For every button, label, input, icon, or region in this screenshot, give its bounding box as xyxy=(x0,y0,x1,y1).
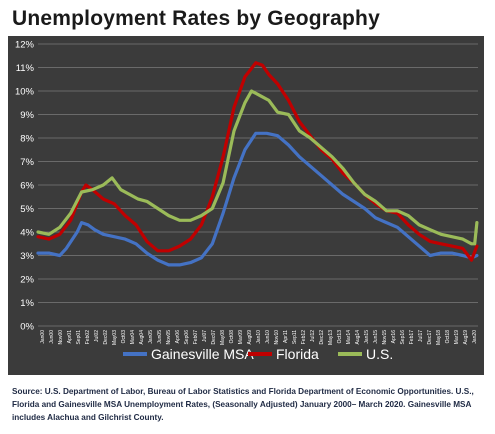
y-tick-label: 3% xyxy=(20,251,34,262)
x-tick-label: Apr16 xyxy=(391,330,397,344)
x-tick-label: Aug04 xyxy=(139,330,145,345)
line-chart: 0% 1% 2% 3% 4% 5% 6% 7% 8% 9% 10% 11% 12% Jan00 Jun00… xyxy=(15,40,479,362)
x-tick-label: Jun00 xyxy=(49,330,55,344)
gridlines xyxy=(38,43,478,327)
x-tick-label: Dec02 xyxy=(103,330,109,345)
x-tick-label: May03 xyxy=(112,330,118,345)
series-line-u-s xyxy=(36,89,479,246)
y-tick-label: 5% xyxy=(20,204,34,215)
x-tick-label: Jun10 xyxy=(265,330,271,344)
y-tick-label: 12% xyxy=(15,40,35,51)
x-tick-label: Aug09 xyxy=(247,330,253,345)
x-tick-label: Jan15 xyxy=(364,330,370,344)
x-tick-label: Sep06 xyxy=(184,330,190,345)
y-tick-label: 7% xyxy=(20,157,34,168)
x-tick-label: Dec12 xyxy=(319,330,325,345)
x-tick-label: Jan00 xyxy=(40,330,46,344)
x-tick-label: Nov10 xyxy=(274,330,280,345)
y-tick-label: 0% xyxy=(20,322,34,333)
x-tick-label: Oct18 xyxy=(445,330,451,344)
chart-frame: 0% 1% 2% 3% 4% 5% 6% 7% 8% 9% 10% 11% 12% Jan00 Jun00… xyxy=(8,36,484,375)
x-tick-label: Jul02 xyxy=(94,330,100,342)
x-tick-label: Nov05 xyxy=(166,330,172,345)
legend-label: Gainesville MSA xyxy=(151,346,254,362)
x-axis-ticks: Jan00 Jun00 Nov00 Apr01 Sep01 Feb02 Jul02 Dec02… xyxy=(40,330,478,345)
x-tick-label: May08 xyxy=(220,330,226,345)
y-tick-label: 6% xyxy=(20,181,34,192)
x-tick-label: Feb07 xyxy=(193,330,199,344)
x-tick-label: Nov00 xyxy=(58,330,64,345)
legend-label: U.S. xyxy=(366,346,393,362)
y-tick-label: 2% xyxy=(20,275,34,286)
x-tick-label: Oct13 xyxy=(337,330,343,344)
x-tick-label: Oct08 xyxy=(229,330,235,344)
series-lines xyxy=(36,61,479,267)
x-tick-label: May13 xyxy=(328,330,334,345)
x-tick-label: Mar14 xyxy=(346,330,352,344)
x-tick-label: Sep11 xyxy=(292,330,298,344)
x-tick-label: Sep01 xyxy=(76,330,82,345)
x-tick-label: Aug14 xyxy=(355,330,361,345)
y-tick-label: 4% xyxy=(20,228,34,239)
x-tick-label: Jan05 xyxy=(148,330,154,344)
y-tick-label: 11% xyxy=(16,63,35,74)
x-tick-label: Mar04 xyxy=(130,330,136,344)
source-note: Source: U.S. Department of Labor, Bureau… xyxy=(12,387,474,422)
x-tick-label: Apr11 xyxy=(283,330,289,343)
x-tick-label: Dec17 xyxy=(427,330,433,345)
x-tick-label: Mar09 xyxy=(238,330,244,344)
x-tick-label: Feb12 xyxy=(301,330,307,344)
x-tick-label: Jun15 xyxy=(373,330,379,344)
x-tick-label: Aug19 xyxy=(463,330,469,345)
x-tick-label: May18 xyxy=(436,330,442,345)
x-tick-label: Apr01 xyxy=(67,330,73,344)
y-tick-label: 9% xyxy=(20,110,34,121)
x-tick-label: Jan10 xyxy=(256,330,262,344)
y-tick-label: 1% xyxy=(20,298,34,309)
x-tick-label: Feb02 xyxy=(85,330,91,344)
chart-title: Unemployment Rates by Geography xyxy=(12,7,380,30)
x-tick-label: Jul07 xyxy=(202,330,208,342)
legend: Gainesville MSA Florida U.S. xyxy=(123,346,393,362)
series-line-florida xyxy=(36,61,479,262)
x-tick-label: Nov15 xyxy=(382,330,388,345)
y-tick-label: 8% xyxy=(20,134,34,145)
x-tick-label: Sep16 xyxy=(400,330,406,345)
x-tick-label: Apr06 xyxy=(175,330,181,344)
x-tick-label: Feb17 xyxy=(409,330,415,344)
x-tick-label: Dec07 xyxy=(211,330,217,345)
x-tick-label: Jul17 xyxy=(418,330,424,342)
legend-label: Florida xyxy=(276,346,319,362)
x-tick-label: Oct03 xyxy=(121,330,127,344)
x-tick-label: Jul12 xyxy=(310,330,316,342)
x-tick-label: Jan20 xyxy=(472,330,478,344)
x-tick-label: Mar19 xyxy=(454,330,460,344)
y-axis-ticks: 0% 1% 2% 3% 4% 5% 6% 7% 8% 9% 10% 11% 12% xyxy=(15,40,35,333)
series-line-gainesville-msa xyxy=(36,131,479,267)
x-tick-label: Jun05 xyxy=(157,330,163,344)
y-tick-label: 10% xyxy=(15,87,35,98)
